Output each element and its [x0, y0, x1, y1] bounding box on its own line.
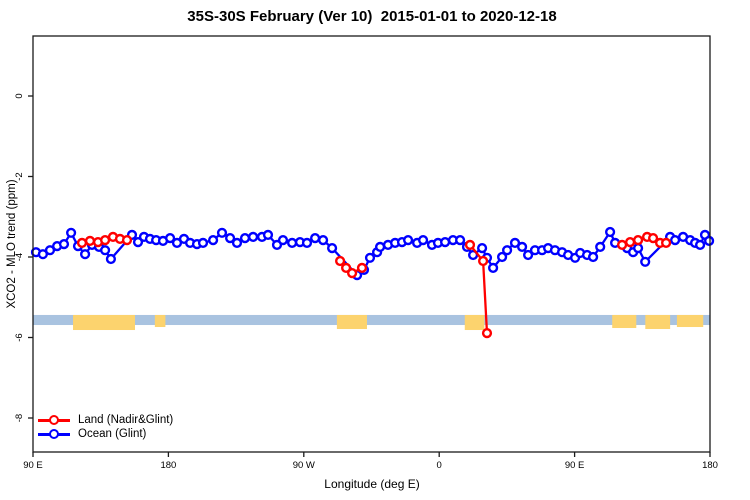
land-series [335, 255, 368, 279]
legend-item-land: Land (Nadir&Glint) [38, 413, 173, 427]
ocean-series-point [640, 256, 651, 267]
ocean-series-point [165, 233, 176, 244]
land-strip-patch [73, 314, 136, 331]
ocean-series-point [418, 235, 429, 246]
ocean-series-point [604, 226, 616, 238]
y-tick-label: 0 [14, 93, 25, 98]
legend-item-ocean: Ocean (Glint) [38, 427, 173, 441]
ocean-series-point [516, 241, 528, 253]
ocean-series-point [58, 239, 70, 250]
ocean-series-point [364, 252, 376, 263]
ocean-series-point [310, 233, 321, 244]
plot-border [32, 35, 711, 453]
land-strip-patch [464, 314, 485, 331]
ocean-strip [33, 314, 710, 326]
legend: Land (Nadir&Glint) Ocean (Glint) [38, 413, 173, 441]
ocean-series-point [669, 235, 681, 246]
ocean-series-point [703, 235, 715, 247]
land-series-point [121, 235, 133, 246]
land-series-point [464, 239, 476, 251]
ocean-series-point [132, 237, 144, 248]
ocean-series-point [216, 227, 228, 238]
land-series [464, 239, 493, 339]
ocean-series-point [231, 237, 243, 249]
ocean-series-point [694, 239, 706, 251]
ocean-series-point [455, 235, 466, 246]
land-strip-patch [612, 314, 637, 329]
land-series-point [624, 237, 636, 248]
ocean-series-point [37, 249, 49, 260]
land-strip-patch [645, 314, 671, 330]
surface-type-strip [33, 314, 710, 331]
land-series [76, 231, 133, 249]
ocean-series-point [197, 237, 209, 249]
ocean-series-point [587, 251, 599, 263]
ocean-series-point [239, 233, 251, 244]
land-strip-patch [676, 314, 704, 328]
ocean-series-point [502, 245, 513, 256]
ocean-series-point [403, 235, 414, 246]
land-series-marker-icon [38, 414, 70, 426]
legend-label-ocean: Ocean (Glint) [78, 428, 147, 440]
ocean-series-point [632, 243, 644, 254]
x-axis-ticks: 90 E 180 90 W 0 90 E 180 [23, 452, 718, 471]
y-tick-label: -4 [14, 253, 25, 261]
land-strip-patch [154, 314, 166, 328]
ocean-series-point [287, 237, 298, 249]
ocean-series-point [301, 237, 313, 249]
ocean-series-point [522, 249, 534, 261]
y-tick-label: -8 [14, 414, 25, 422]
ocean-series-point [595, 241, 606, 253]
land-series-point [341, 262, 352, 274]
ocean-series-point [477, 243, 488, 254]
ocean-series [30, 226, 715, 281]
land-series-point [616, 239, 628, 251]
land-series-point [660, 237, 672, 249]
y-tick-label: -2 [14, 172, 25, 180]
ocean-series-point [440, 237, 451, 248]
y-axis-ticks: 0 -2 -4 -6 -8 [14, 93, 33, 422]
ocean-series-marker-icon [38, 428, 70, 440]
ocean-series-point [488, 262, 499, 274]
legend-label-land: Land (Nadir&Glint) [78, 414, 174, 426]
x-tick-label: 180 [702, 460, 718, 471]
land-series-point [647, 233, 659, 244]
ocean-series-point [65, 227, 77, 238]
land-series-point [347, 268, 358, 279]
ocean-series-point [44, 245, 56, 256]
ocean-series-point [277, 235, 289, 246]
ocean-series-point [509, 237, 521, 249]
ocean-series-point [79, 249, 91, 260]
land-series-point [356, 262, 368, 274]
ocean-series-point [262, 229, 274, 241]
ocean-series-point [375, 241, 386, 253]
ocean-series-point [105, 253, 117, 265]
land-series [616, 231, 672, 251]
ocean-series-point [327, 243, 338, 254]
land-series-point [84, 235, 96, 247]
ocean-series-point [248, 231, 259, 243]
x-tick-label: 0 [437, 460, 442, 471]
x-axis-label: Longitude (deg E) [324, 477, 420, 491]
x-tick-label: 180 [160, 460, 176, 471]
ocean-series-point [99, 245, 111, 256]
ocean-series-point [318, 235, 329, 246]
ocean-series-point [497, 251, 508, 263]
land-series-point [632, 235, 644, 246]
land-series-point [335, 255, 346, 267]
x-tick-label: 90 W [293, 460, 315, 471]
land-series-point [481, 328, 493, 339]
land-strip-patch [336, 314, 367, 330]
x-tick-label: 90 E [23, 460, 43, 471]
land-series-point [99, 235, 111, 246]
land-series-point [478, 255, 489, 267]
ocean-series-point [225, 233, 236, 244]
chart-title: 35S-30S February (Ver 10) 2015-01-01 to … [187, 8, 557, 25]
ocean-series-point [208, 235, 219, 246]
x-tick-label: 90 E [565, 460, 585, 471]
land-series-point [76, 237, 88, 249]
y-tick-label: -6 [14, 333, 25, 341]
